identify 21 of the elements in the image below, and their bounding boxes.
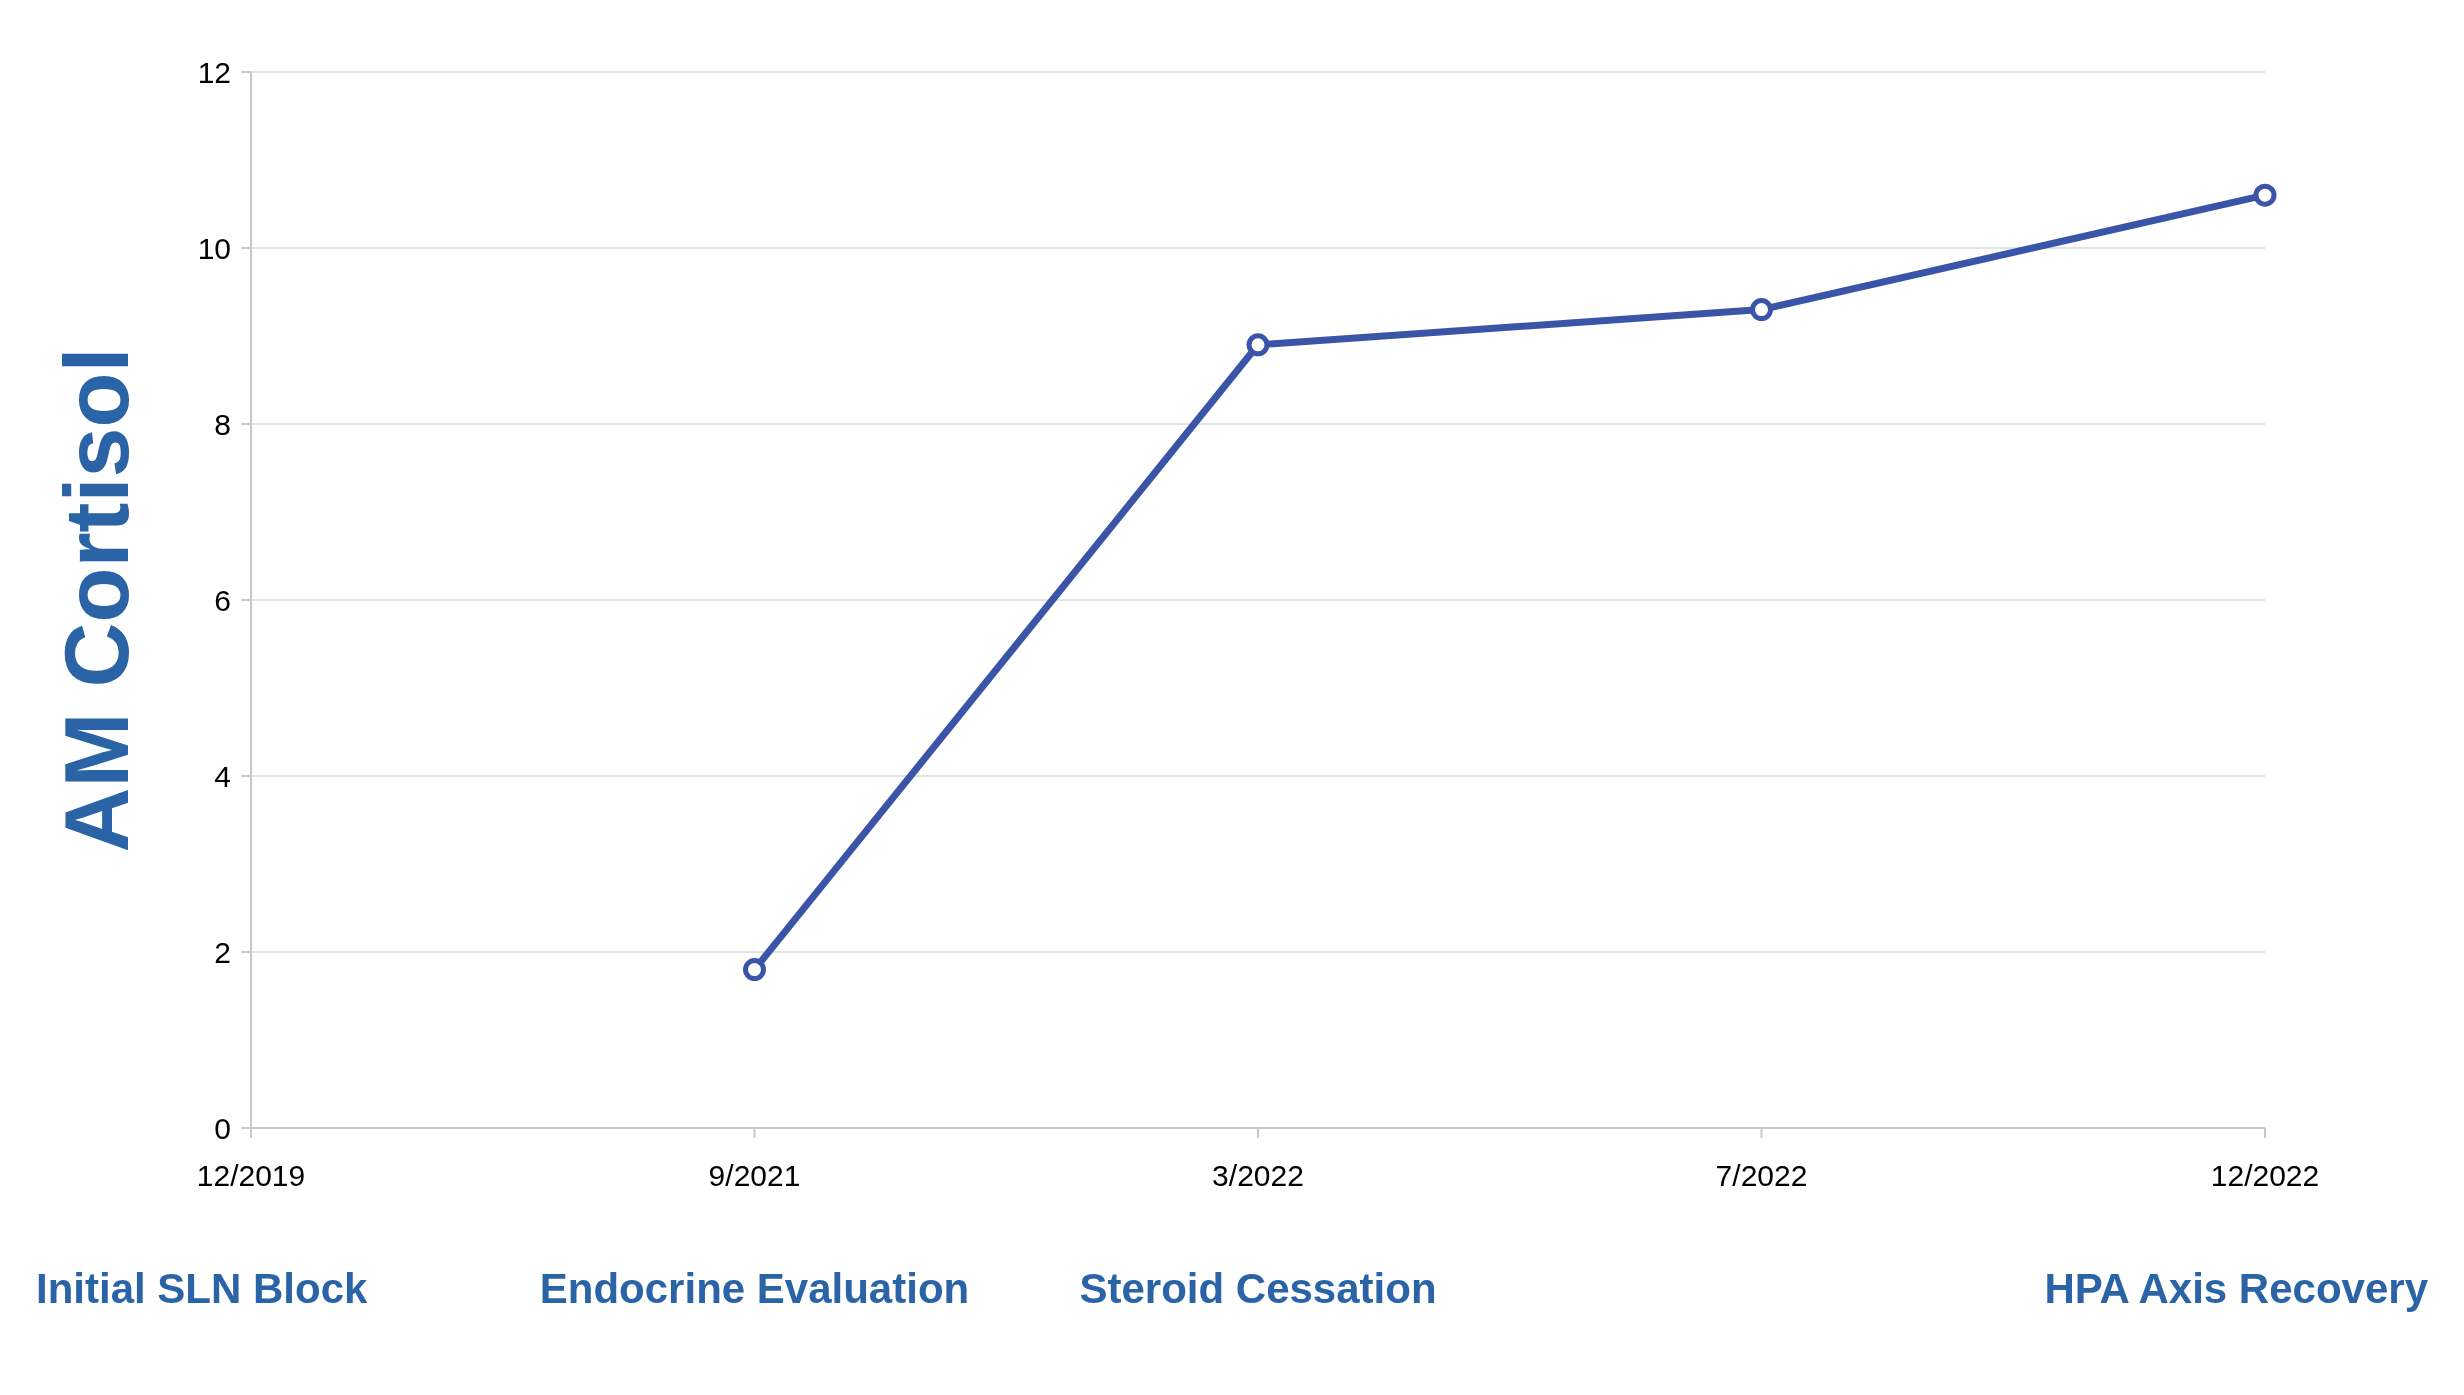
- point: [1750, 298, 1773, 322]
- point: [743, 958, 766, 982]
- x-tick-label: 9/2021: [708, 1159, 801, 1192]
- text: Initial SLN Block: [36, 1265, 369, 1312]
- x-tick-label: 3/2022: [1212, 1159, 1304, 1192]
- y-tick-label: 0: [214, 1111, 231, 1145]
- y-tick-label: 8: [214, 407, 231, 441]
- text: Steroid Cessation: [1079, 1265, 1437, 1312]
- point: [1246, 333, 1270, 357]
- text: HPA Axis Recovery: [2044, 1265, 2429, 1312]
- y-tick-label: 6: [214, 583, 231, 617]
- y-tick-label: 2: [214, 935, 231, 969]
- x-tick-label: 7/2022: [1715, 1159, 1808, 1192]
- x-tick-label: 12/2022: [2210, 1159, 2320, 1192]
- y-axis-title: AM Cortisol: [47, 347, 147, 853]
- y-tick-label: 12: [197, 55, 231, 89]
- text: Endocrine Evaluation: [539, 1265, 970, 1312]
- y-tick-label: 4: [214, 759, 231, 793]
- x-tick-label: 12/2019: [196, 1159, 306, 1192]
- point: [2253, 183, 2277, 207]
- y-tick-label: 10: [197, 231, 231, 265]
